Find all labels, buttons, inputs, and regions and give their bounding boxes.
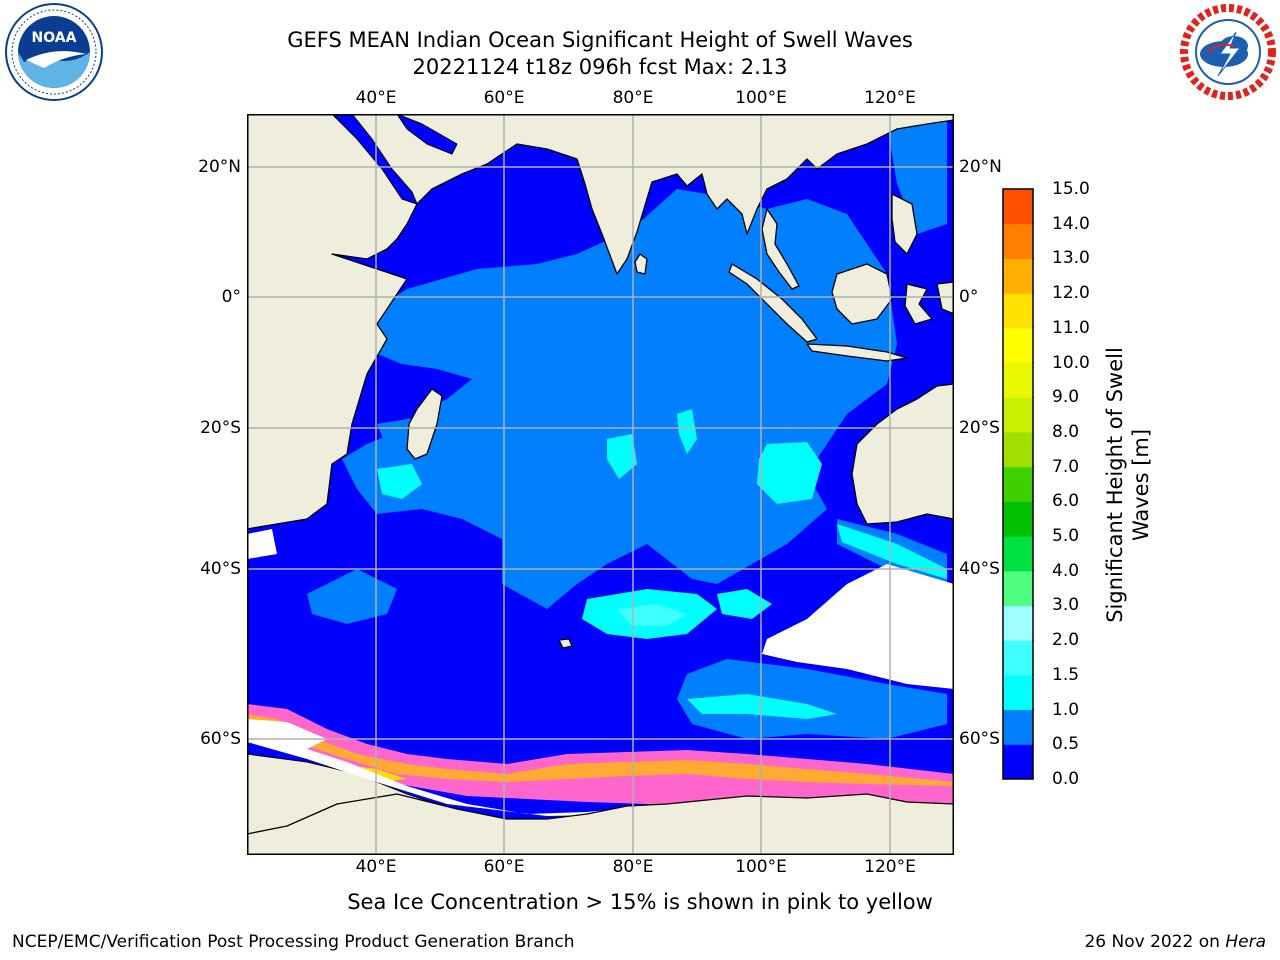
philippines-land xyxy=(891,193,918,255)
map-panel xyxy=(247,114,954,855)
colorbar-tick-label: 5.0 xyxy=(1052,526,1080,547)
noaa-logo-icon: NOAA xyxy=(5,3,103,101)
lat-tick-left-20n: 20°N xyxy=(198,157,241,177)
lon-tick-bottom-120e: 120°E xyxy=(864,857,916,877)
colorbar-segments xyxy=(1003,188,1034,780)
lat-tick-right-60s: 60°S xyxy=(959,729,1000,749)
java-land xyxy=(806,343,908,362)
colorbar-tick-label: 3.0 xyxy=(1052,595,1080,616)
africa-arabia-asia-land xyxy=(247,114,954,530)
colorbar-tick-label: 8.0 xyxy=(1052,421,1080,442)
colorbar-segment xyxy=(1003,362,1033,398)
lon-tick-top-40e: 40°E xyxy=(355,88,397,108)
colorbar-segment xyxy=(1003,327,1033,364)
colorbar-segment xyxy=(1003,189,1033,225)
credit-date: 26 Nov 2022 on xyxy=(1084,932,1220,952)
swell-zone-1-0-1-5 xyxy=(377,409,947,719)
colorbar-tick-label: 1.0 xyxy=(1052,699,1080,720)
sri-lanka-land xyxy=(634,253,648,275)
lat-tick-right-40s: 40°S xyxy=(959,559,1000,579)
colorbar-tick-label: 9.0 xyxy=(1052,387,1080,408)
colorbar-tick-label: 7.0 xyxy=(1052,456,1080,477)
colorbar-segment xyxy=(1003,674,1033,711)
no-data-white-3 xyxy=(247,529,277,559)
colorbar-segment xyxy=(1003,466,1033,502)
map-gridlines xyxy=(247,114,954,855)
colorbar-segment xyxy=(1003,570,1033,606)
colorbar-segment xyxy=(1003,605,1033,641)
antarctica-coast xyxy=(247,793,954,855)
colorbar-segment xyxy=(1003,397,1033,433)
lat-tick-left-0: 0° xyxy=(221,287,241,307)
colorbar-segment xyxy=(1003,258,1033,294)
colorbar-tick-label: 4.0 xyxy=(1052,560,1080,581)
sumatra-land xyxy=(728,263,818,343)
nws-logo-icon xyxy=(1180,4,1276,100)
lon-tick-bottom-40e: 40°E xyxy=(355,857,397,877)
svg-text:NOAA: NOAA xyxy=(32,30,77,46)
colorbar-tick-label: 10.0 xyxy=(1052,352,1090,373)
lat-tick-left-40s: 40°S xyxy=(200,559,241,579)
colorbar-tick-label: 15.0 xyxy=(1052,179,1090,199)
colorbar-tick-label: 14.0 xyxy=(1052,213,1090,234)
no-data-white-2 xyxy=(247,719,327,749)
lat-tick-left-60s: 60°S xyxy=(200,729,241,749)
land-masses xyxy=(247,114,954,855)
no-data-white xyxy=(762,564,954,689)
colorbar-tick-label: 1.5 xyxy=(1052,664,1080,685)
colorbar xyxy=(1002,188,1034,780)
lon-tick-top-120e: 120°E xyxy=(864,88,916,108)
map-subtitle: 20221124 t18z 096h fcst Max: 2.13 xyxy=(412,55,788,79)
lon-tick-top-60e: 60°E xyxy=(483,88,525,108)
colorbar-tick-label: 13.0 xyxy=(1052,248,1090,269)
madagascar-land xyxy=(406,388,443,460)
lon-tick-bottom-100e: 100°E xyxy=(735,857,787,877)
lat-tick-left-20s: 20°S xyxy=(200,418,241,438)
credit-branch: NCEP/EMC/Verification Post Processing Pr… xyxy=(12,932,575,952)
map-border xyxy=(247,114,954,855)
lat-tick-right-20n: 20°N xyxy=(959,157,1002,177)
colorbar-segment xyxy=(1003,293,1033,329)
lat-tick-right-0: 0° xyxy=(959,287,979,307)
credit-host: Hera xyxy=(1225,932,1266,952)
colorbar-label: Significant Height of Swell Waves [m] xyxy=(1103,347,1153,623)
colorbar-tick-label: 2.0 xyxy=(1052,630,1080,651)
lon-tick-top-100e: 100°E xyxy=(735,88,787,108)
new-guinea-land xyxy=(936,281,954,315)
lon-tick-bottom-60e: 60°E xyxy=(483,857,525,877)
lon-tick-top-80e: 80°E xyxy=(612,88,654,108)
colorbar-segment xyxy=(1003,744,1033,780)
colorbar-tick-label: 11.0 xyxy=(1052,317,1090,338)
colorbar-segment xyxy=(1003,536,1033,572)
colorbar-segment xyxy=(1003,709,1033,745)
map-title: GEFS MEAN Indian Ocean Significant Heigh… xyxy=(287,28,913,52)
sulawesi-land xyxy=(904,283,933,325)
malay-peninsula-land xyxy=(761,208,800,290)
lon-tick-bottom-80e: 80°E xyxy=(612,857,654,877)
colorbar-segment xyxy=(1003,501,1033,537)
credit-date-host: 26 Nov 2022 on Hera xyxy=(1084,932,1266,952)
lat-tick-right-20s: 20°S xyxy=(959,418,1000,438)
colorbar-segment xyxy=(1003,431,1033,468)
colorbar-segment xyxy=(1003,640,1033,676)
colorbar-segment xyxy=(1003,223,1033,259)
colorbar-tick-label: 0.5 xyxy=(1052,734,1080,755)
colorbar-tick-label: 6.0 xyxy=(1052,491,1080,512)
australia-land xyxy=(851,383,954,525)
swell-zone-1-5-2-0 xyxy=(617,604,687,626)
colorbar-tick-label: 0.0 xyxy=(1052,769,1080,789)
kerguelen-land xyxy=(558,638,573,649)
sea-ice-note: Sea Ice Concentration > 15% is shown in … xyxy=(347,890,933,914)
colorbar-tick-label: 12.0 xyxy=(1052,283,1090,304)
